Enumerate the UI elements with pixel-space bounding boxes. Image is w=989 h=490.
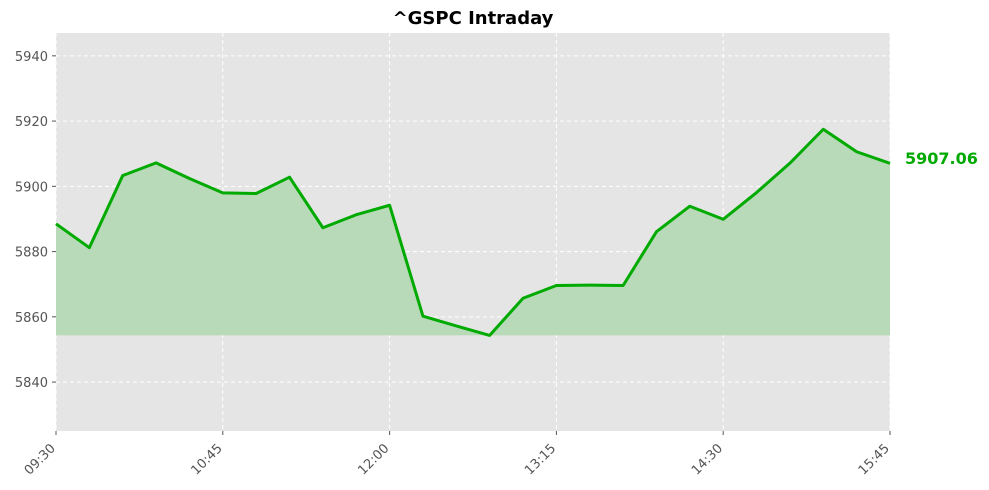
- y-tick-label: 5880: [15, 246, 48, 261]
- y-tick-label: 5900: [15, 180, 48, 195]
- x-tick-label: 13:15: [522, 441, 559, 478]
- price-line: [55, 127, 891, 337]
- area-fill: [56, 129, 890, 336]
- x-tick-label: 12:00: [355, 441, 392, 478]
- x-tick-label: 15:45: [856, 441, 893, 478]
- y-tick-label: 5840: [15, 376, 48, 391]
- last-value-label: 5907.06: [905, 149, 978, 168]
- chart-title: ^GSPC Intraday: [393, 8, 554, 29]
- x-tick-label: 14:30: [689, 441, 726, 478]
- y-tick-label: 5920: [15, 115, 48, 130]
- x-tick-label: 09:30: [22, 441, 59, 478]
- y-tick-label: 5940: [15, 50, 48, 65]
- x-axis: 09:30 10:45 12:00 13:15 14:30 15:45: [22, 431, 893, 478]
- y-axis: 5840 5860 5880 5900 5920 5940: [15, 50, 56, 391]
- x-tick-label: 10:45: [189, 441, 226, 478]
- y-tick-label: 5860: [15, 311, 48, 326]
